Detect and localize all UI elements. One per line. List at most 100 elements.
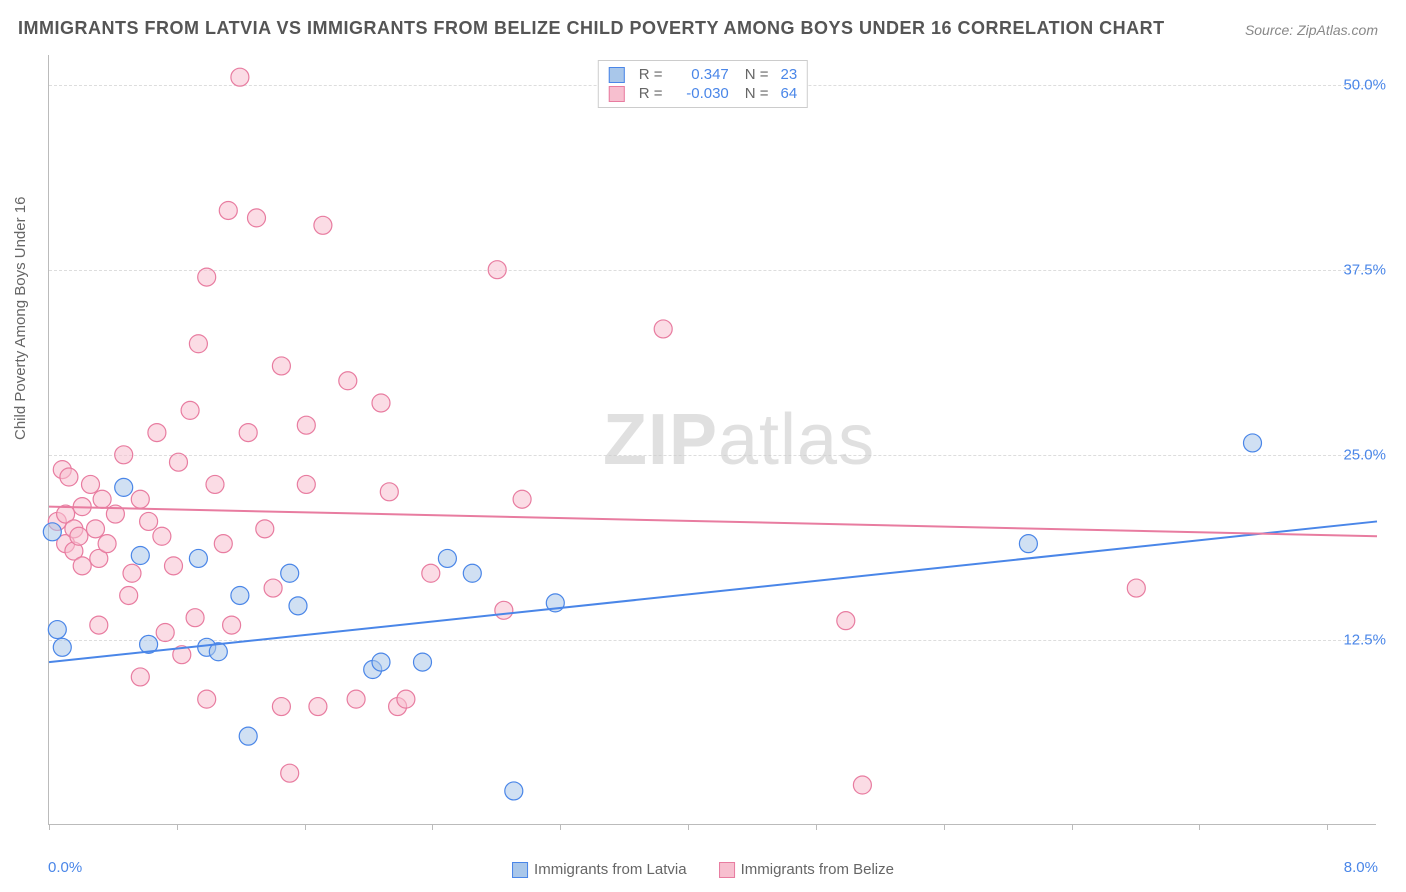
data-point xyxy=(397,690,415,708)
data-point xyxy=(189,335,207,353)
legend-label: Immigrants from Belize xyxy=(741,861,894,878)
r-value: -0.030 xyxy=(675,85,729,102)
data-point xyxy=(297,475,315,493)
data-point xyxy=(198,690,216,708)
data-point xyxy=(198,268,216,286)
data-point xyxy=(131,547,149,565)
x-tick xyxy=(177,824,178,830)
r-label: R = xyxy=(639,85,667,102)
data-point xyxy=(153,527,171,545)
data-point xyxy=(654,320,672,338)
legend-item: Immigrants from Latvia xyxy=(512,861,687,878)
chart-plot-area: ZIPatlas xyxy=(48,55,1376,825)
x-tick xyxy=(1072,824,1073,830)
data-point xyxy=(372,653,390,671)
series-legend: Immigrants from Latvia Immigrants from Be… xyxy=(512,861,894,878)
chart-title: IMMIGRANTS FROM LATVIA VS IMMIGRANTS FRO… xyxy=(18,18,1165,39)
data-point xyxy=(339,372,357,390)
data-point xyxy=(115,446,133,464)
data-point xyxy=(43,523,61,541)
data-point xyxy=(73,557,91,575)
x-tick xyxy=(305,824,306,830)
legend-swatch xyxy=(512,862,528,878)
data-point xyxy=(98,535,116,553)
data-point xyxy=(48,621,66,639)
r-label: R = xyxy=(639,66,667,83)
n-label: N = xyxy=(745,85,769,102)
x-axis-min-label: 0.0% xyxy=(48,859,82,876)
regression-line xyxy=(49,507,1377,537)
legend-row: R = 0.347 N = 23 xyxy=(609,65,797,84)
source-value: ZipAtlas.com xyxy=(1297,22,1378,38)
data-point xyxy=(165,557,183,575)
data-point xyxy=(53,638,71,656)
source-label: Source: xyxy=(1245,22,1293,38)
data-point xyxy=(214,535,232,553)
data-point xyxy=(422,564,440,582)
data-point xyxy=(206,475,224,493)
data-point xyxy=(513,490,531,508)
data-point xyxy=(156,624,174,642)
data-point xyxy=(463,564,481,582)
data-point xyxy=(186,609,204,627)
data-point xyxy=(148,424,166,442)
data-point xyxy=(115,478,133,496)
data-point xyxy=(256,520,274,538)
data-point xyxy=(60,468,78,486)
data-point xyxy=(1019,535,1037,553)
x-tick xyxy=(1327,824,1328,830)
data-point xyxy=(169,453,187,471)
legend-swatch xyxy=(609,86,625,102)
legend-swatch xyxy=(609,67,625,83)
x-tick xyxy=(816,824,817,830)
data-point xyxy=(223,616,241,634)
data-point xyxy=(505,782,523,800)
y-tick-label: 37.5% xyxy=(1343,261,1386,278)
y-tick-label: 25.0% xyxy=(1343,446,1386,463)
data-point xyxy=(281,564,299,582)
r-value: 0.347 xyxy=(675,66,729,83)
n-value: 64 xyxy=(781,85,798,102)
data-point xyxy=(123,564,141,582)
x-tick xyxy=(49,824,50,830)
data-point xyxy=(297,416,315,434)
y-tick-label: 50.0% xyxy=(1343,76,1386,93)
legend-label: Immigrants from Latvia xyxy=(534,861,687,878)
x-tick xyxy=(432,824,433,830)
data-point xyxy=(495,601,513,619)
x-tick xyxy=(944,824,945,830)
data-point xyxy=(272,357,290,375)
data-point xyxy=(239,727,257,745)
legend-swatch xyxy=(719,862,735,878)
data-point xyxy=(488,261,506,279)
source-attribution: Source: ZipAtlas.com xyxy=(1245,22,1378,38)
data-point xyxy=(380,483,398,501)
x-tick xyxy=(560,824,561,830)
data-point xyxy=(272,698,290,716)
data-point xyxy=(289,597,307,615)
data-point xyxy=(264,579,282,597)
data-point xyxy=(140,512,158,530)
data-point xyxy=(93,490,111,508)
data-point xyxy=(414,653,432,671)
data-point xyxy=(181,401,199,419)
data-point xyxy=(231,68,249,86)
data-point xyxy=(70,527,88,545)
data-point xyxy=(239,424,257,442)
data-point xyxy=(309,698,327,716)
data-point xyxy=(314,216,332,234)
data-point xyxy=(248,209,266,227)
data-point xyxy=(90,616,108,634)
data-point xyxy=(837,612,855,630)
data-point xyxy=(347,690,365,708)
n-label: N = xyxy=(745,66,769,83)
x-tick xyxy=(688,824,689,830)
data-point xyxy=(189,549,207,567)
n-value: 23 xyxy=(781,66,798,83)
x-axis-max-label: 8.0% xyxy=(1344,859,1378,876)
data-point xyxy=(219,201,237,219)
data-point xyxy=(1127,579,1145,597)
data-point xyxy=(86,520,104,538)
data-point xyxy=(231,586,249,604)
data-point xyxy=(1244,434,1262,452)
